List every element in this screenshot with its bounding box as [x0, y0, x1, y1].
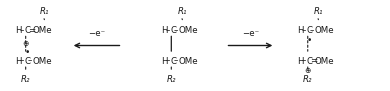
Text: •: • [24, 48, 30, 57]
Text: C: C [170, 57, 176, 66]
Text: C: C [306, 57, 312, 66]
Text: R₂: R₂ [21, 75, 30, 84]
Text: R₁: R₁ [178, 7, 187, 16]
Text: ⊕: ⊕ [22, 39, 28, 48]
Text: –: – [20, 26, 24, 35]
Text: –: – [28, 57, 32, 66]
Text: –: – [302, 26, 307, 35]
Text: OMe: OMe [314, 26, 334, 35]
Text: C: C [24, 57, 30, 66]
Text: –: – [20, 57, 24, 66]
Text: OMe: OMe [314, 57, 334, 66]
Text: –: – [174, 26, 178, 35]
Text: R₂: R₂ [303, 75, 312, 84]
Text: H: H [161, 26, 168, 35]
Text: −e⁻: −e⁻ [88, 29, 105, 38]
Text: R₁: R₁ [40, 7, 49, 16]
Text: –: – [166, 57, 170, 66]
Text: H: H [15, 57, 22, 66]
Text: OMe: OMe [178, 57, 198, 66]
Text: –: – [174, 57, 178, 66]
Text: OMe: OMe [32, 57, 52, 66]
Text: =: = [28, 26, 35, 35]
Text: =: = [310, 57, 317, 66]
Text: H: H [298, 26, 304, 35]
Text: C: C [306, 26, 312, 35]
Text: –: – [310, 26, 314, 35]
Text: C: C [24, 26, 30, 35]
Text: −e⁻: −e⁻ [242, 29, 259, 38]
Text: OMe: OMe [178, 26, 198, 35]
Text: R₂: R₂ [167, 75, 176, 84]
Text: C: C [170, 26, 176, 35]
Text: H: H [15, 26, 22, 35]
Text: –: – [302, 57, 307, 66]
Text: ⊕: ⊕ [305, 66, 311, 75]
Text: •: • [306, 36, 312, 45]
Text: –: – [166, 26, 170, 35]
Text: H: H [161, 57, 168, 66]
Text: R₁: R₁ [314, 7, 323, 16]
Text: H: H [298, 57, 304, 66]
Text: OMe: OMe [32, 26, 52, 35]
